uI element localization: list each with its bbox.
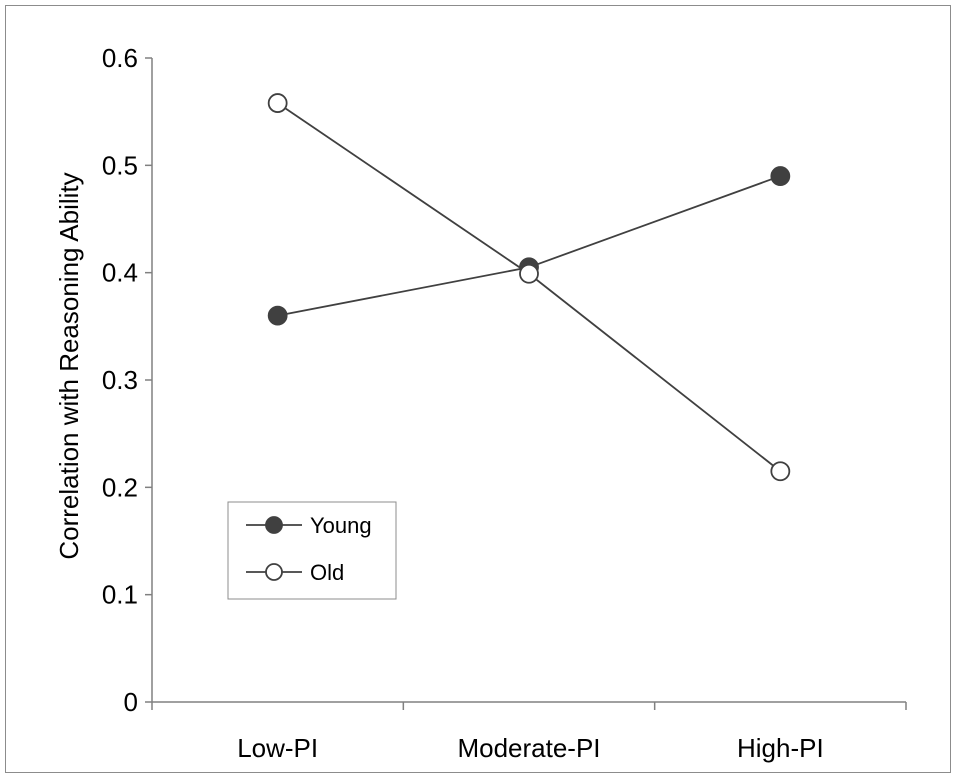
legend-marker-young <box>265 516 283 534</box>
data-point-young <box>267 305 288 326</box>
y-tick-label: 0.2 <box>102 472 138 502</box>
y-tick-label: 0 <box>124 687 138 717</box>
chart-frame <box>5 5 951 773</box>
data-point-old <box>770 461 791 482</box>
y-tick-label: 0.5 <box>102 150 138 180</box>
x-tick-label: High-PI <box>737 733 824 763</box>
data-point-old <box>519 263 539 284</box>
legend-label-old: Old <box>310 560 344 585</box>
series-layer <box>267 93 791 482</box>
data-point-young <box>770 166 791 186</box>
y-tick-label: 0.6 <box>102 43 138 73</box>
series-line-old <box>277 102 781 472</box>
y-tick-label: 0.4 <box>102 258 138 288</box>
legend: Young Old <box>227 501 397 600</box>
legend-box <box>227 501 397 600</box>
x-tick-label: Moderate-PI <box>457 733 600 763</box>
y-axis-title: Correlation with Reasoning Ability <box>54 172 84 559</box>
x-tick-label: Low-PI <box>237 733 318 763</box>
series-line-young <box>277 175 781 317</box>
data-point-old <box>267 93 288 113</box>
y-tick-label: 0.1 <box>102 580 138 610</box>
legend-marker-old <box>265 563 283 581</box>
legend-label-young: Young <box>310 513 372 538</box>
axes: 0 0.1 0.2 0.3 0.4 0.5 0.6 Low-PI Moderate-PI High… <box>102 43 907 763</box>
y-tick-label: 0.3 <box>102 365 138 395</box>
